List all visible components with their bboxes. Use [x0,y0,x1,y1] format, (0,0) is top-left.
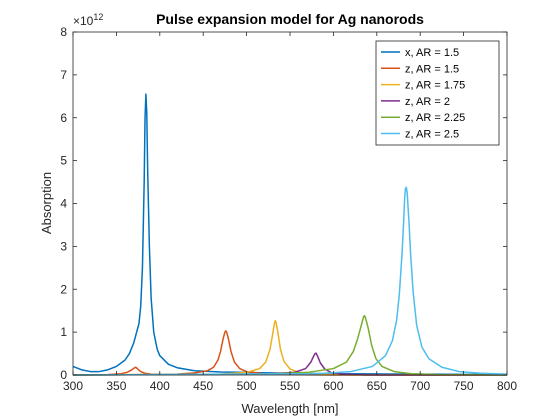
y-exponent-power: 12 [93,12,103,22]
y-axis-label: Absorption [39,172,54,234]
legend-label: z, AR = 1.75 [405,80,465,92]
x-axis: 300 350 400 450 500 550 600 650 700 750 800 [63,32,517,393]
series-line-4 [72,352,507,376]
y-tick-label: 2 [60,282,67,296]
y-tick-label: 0 [60,368,67,382]
y-tick-label: 1 [60,325,67,339]
plot-lines [72,93,508,376]
series-line-6 [72,186,508,376]
x-tick-label: 500 [237,379,257,393]
x-tick-label: 400 [150,379,170,393]
y-tick-label: 8 [60,25,67,39]
y-tick-label: 3 [60,239,67,253]
y-tick-label: 7 [60,68,67,82]
series-line-2 [72,330,507,376]
y-tick-label: 6 [60,111,67,125]
legend: x, AR = 1.5 z, AR = 1.5 z, AR = 1.75 z, AR … [375,40,500,146]
series-line-5 [72,315,508,376]
legend-label: z, AR = 2.25 [405,112,465,124]
series-line-1 [72,93,507,376]
x-tick-label: 300 [63,379,83,393]
x-tick-label: 550 [280,379,300,393]
x-tick-label: 750 [454,379,474,393]
y-tick-label: 5 [60,154,67,168]
x-axis-label: Wavelength [nm] [241,401,338,416]
x-tick-label: 350 [106,379,126,393]
y-tick-label: 4 [60,197,67,211]
x-tick-label: 700 [410,379,430,393]
y-exponent-base: ×10 [73,14,94,28]
x-tick-label: 800 [497,379,517,393]
x-tick-label: 600 [323,379,343,393]
y-axis: 0 1 2 3 4 5 6 7 8 [60,25,507,382]
y-exponent: ×1012 [73,12,103,28]
x-tick-label: 650 [367,379,387,393]
legend-label: x, AR = 1.5 [405,47,459,59]
legend-label: z, AR = 2.5 [405,129,459,141]
legend-box [375,40,500,146]
chart-title: Pulse expansion model for Ag nanorods [156,11,424,27]
x-tick-label: 450 [193,379,213,393]
legend-label: z, AR = 2 [405,96,450,108]
legend-label: z, AR = 1.5 [405,63,459,75]
